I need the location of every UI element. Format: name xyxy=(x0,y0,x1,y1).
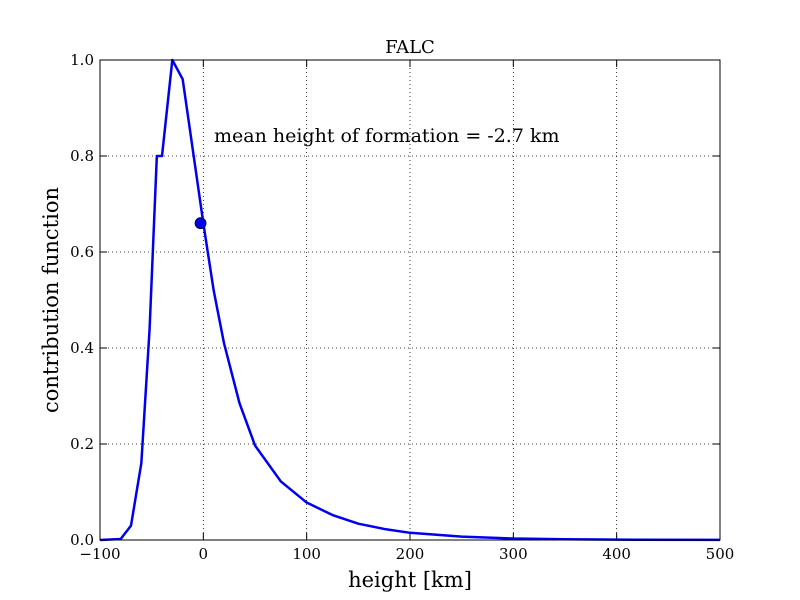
y-tick-label: 0.0 xyxy=(70,531,94,549)
y-tick-label: 0.4 xyxy=(70,339,94,357)
mean-height-marker xyxy=(194,217,207,230)
x-tick-label: 100 xyxy=(292,545,321,563)
x-axis-ticks: −100 0 100 200 300 400 500 xyxy=(79,60,734,563)
x-tick-label: 0 xyxy=(199,545,209,563)
y-axis-ticks: 0.0 0.2 0.4 0.6 0.8 1.0 xyxy=(70,51,720,549)
x-tick-label: 200 xyxy=(396,545,425,563)
x-tick-label: 500 xyxy=(706,545,735,563)
y-tick-label: 0.6 xyxy=(70,243,94,261)
series-line xyxy=(99,58,721,542)
y-axis-label: contribution function xyxy=(39,187,63,413)
y-tick-label: 0.2 xyxy=(70,435,94,453)
y-tick-label: 0.8 xyxy=(70,147,94,165)
grid-lines xyxy=(100,60,720,540)
chart-title: FALC xyxy=(385,37,435,58)
y-tick-label: 1.0 xyxy=(70,51,94,69)
x-tick-label: −100 xyxy=(79,545,120,563)
x-tick-label: 300 xyxy=(499,545,528,563)
plot-frame xyxy=(99,59,721,541)
x-axis-label: height [km] xyxy=(348,568,472,592)
x-tick-label: 400 xyxy=(602,545,631,563)
mean-height-annotation: mean height of formation = -2.7 km xyxy=(214,125,560,147)
